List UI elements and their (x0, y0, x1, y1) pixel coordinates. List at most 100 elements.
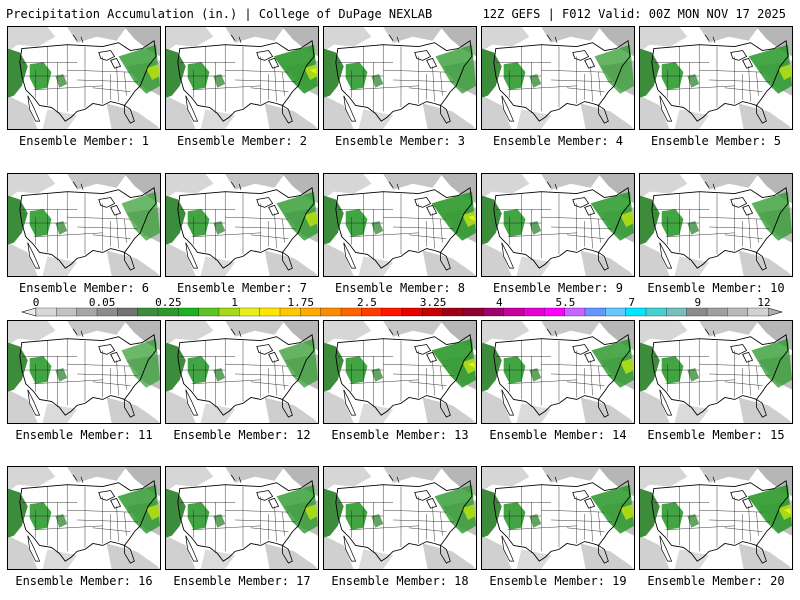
colorbar-tick-label: 12 (757, 296, 771, 309)
precip-map (7, 466, 161, 570)
ensemble-member-label: Ensemble Member: 13 (331, 428, 469, 442)
precip-west-coast (324, 48, 344, 98)
state-border (724, 87, 763, 92)
state-border (116, 213, 119, 249)
precip-gray-patch (225, 27, 285, 43)
precip-gray-patch (8, 535, 38, 569)
ensemble-member-label: Ensemble Member: 12 (173, 428, 311, 442)
florida-outline (756, 544, 767, 564)
baja-outline (27, 242, 41, 269)
map-title: Precipitation Accumulation (in.) | Colle… (6, 7, 433, 21)
us-coastline (651, 479, 789, 562)
state-border (393, 519, 455, 523)
precip-interior (529, 368, 542, 382)
ensemble-member-label: Ensemble Member: 5 (650, 134, 782, 148)
canada-lakes (388, 328, 400, 337)
precip-gray-patch (166, 95, 196, 129)
us-coastline (19, 39, 157, 122)
great-lakes (572, 344, 590, 355)
state-border (432, 360, 435, 396)
precip-gray-patch (8, 467, 56, 492)
state-border (225, 509, 289, 513)
canada-lakes (704, 328, 716, 337)
precip-gray-patch (324, 467, 372, 492)
state-border (566, 381, 605, 386)
baja-outline (501, 535, 515, 562)
precip-gray-patch (67, 174, 127, 190)
state-border (507, 232, 577, 237)
precip-northeast (594, 44, 634, 94)
state-border (709, 79, 771, 83)
precip-gray-patch (640, 27, 688, 52)
canada-lakes (704, 181, 716, 190)
precip-interior (529, 221, 542, 235)
precip-gray-patch (516, 403, 552, 423)
state-border (551, 519, 613, 523)
precip-map (7, 173, 161, 277)
state-border (274, 506, 277, 542)
ensemble-member-label: Ensemble Member: 11 (15, 428, 153, 442)
precip-gray-patch (42, 549, 78, 569)
great-lakes-east (110, 57, 122, 69)
colorbar-swatch (259, 307, 281, 317)
state-border (274, 66, 277, 102)
precip-gray-patch (699, 174, 759, 190)
colorbar-swatches (20, 307, 784, 317)
precip-northeast (273, 44, 318, 94)
colorbar-swatch (218, 307, 240, 317)
baja-outline (27, 389, 41, 416)
great-lakes-east (268, 57, 280, 69)
precip-northeast-heavy (620, 211, 634, 227)
colorbar-swatch (727, 307, 749, 317)
state-border (274, 360, 277, 396)
florida-outline (282, 398, 293, 418)
precip-gray-patch (225, 174, 285, 190)
precip-gray-patch (67, 467, 127, 483)
map-drawing (166, 174, 318, 276)
state-border (748, 506, 751, 542)
precip-gray-patch (225, 321, 285, 337)
state-border (440, 512, 443, 536)
precip-gray-patch (106, 250, 160, 276)
baja-outline (27, 95, 41, 122)
precip-gray-patch (166, 321, 214, 346)
canada-lakes (546, 181, 558, 190)
state-border (124, 512, 127, 536)
precip-northeast (431, 338, 476, 388)
colorbar-tick-label: 0.05 (88, 296, 116, 309)
state-border (566, 87, 605, 92)
state-border (349, 232, 419, 237)
map-drawing (166, 467, 318, 569)
state-border (440, 72, 443, 96)
precip-gray-patch (482, 174, 530, 199)
precip-northeast (748, 44, 792, 94)
precip-northeast (118, 44, 160, 94)
florida-outline (282, 544, 293, 564)
precip-northeast-heavy (146, 64, 160, 80)
precip-gray-patch (264, 397, 318, 423)
colorbar-swatch (564, 307, 586, 317)
precip-gray-patch (640, 467, 688, 492)
great-lakes (572, 197, 590, 208)
state-border (33, 525, 103, 530)
colorbar-swatch (706, 307, 728, 317)
precip-northeast (434, 484, 476, 534)
colorbar-swatch (381, 307, 403, 317)
state-border (598, 219, 601, 243)
great-lakes-east (110, 351, 122, 363)
colorbar-tick-label: 5.5 (555, 296, 576, 309)
precip-interior (55, 368, 68, 382)
colorbar-tick-label: 0 (32, 296, 40, 309)
precip-interior (687, 368, 700, 382)
great-lakes (256, 50, 274, 61)
great-lakes-east (426, 57, 438, 69)
state-border (699, 216, 763, 220)
precip-northeast (276, 191, 318, 241)
colorbar-tick-label: 9 (694, 296, 702, 309)
precip-gray-patch (106, 397, 160, 423)
state-border (408, 234, 447, 239)
precip-west-coast (166, 48, 186, 98)
map-drawing (640, 27, 792, 129)
precip-gray-patch (67, 27, 127, 43)
